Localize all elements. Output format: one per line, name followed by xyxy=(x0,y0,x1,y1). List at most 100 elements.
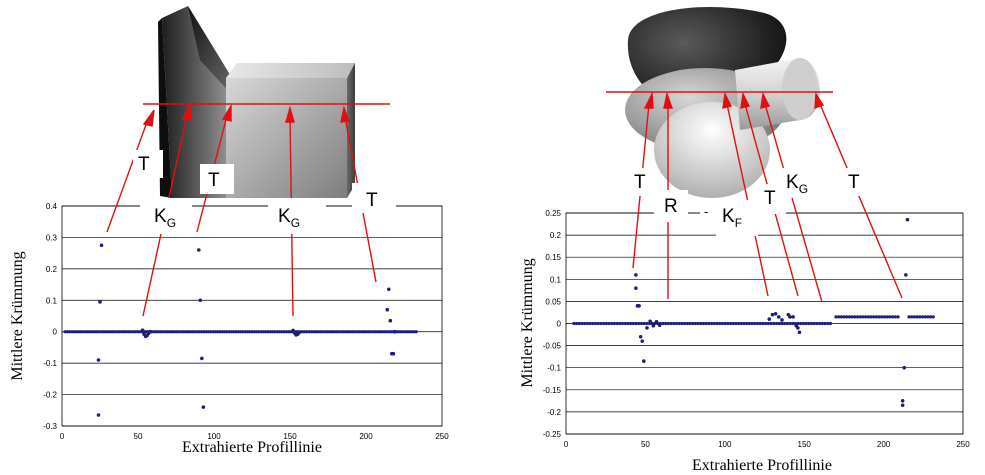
left-data-points xyxy=(63,243,418,417)
data-point xyxy=(704,321,708,326)
data-point xyxy=(769,321,773,326)
data-point xyxy=(300,330,304,334)
data-point xyxy=(891,315,895,319)
data-point xyxy=(818,321,822,326)
x-tick-label: 50 xyxy=(134,432,143,441)
label-bg xyxy=(133,150,163,178)
data-point xyxy=(325,330,329,334)
data-point xyxy=(327,330,332,334)
right-leader-lines xyxy=(632,91,903,303)
data-point xyxy=(588,321,592,326)
x-tick-label: 250 xyxy=(956,440,970,449)
y-tick-label: 0.25 xyxy=(545,209,561,218)
data-point xyxy=(321,330,325,334)
data-point xyxy=(651,323,656,328)
right-gridlines xyxy=(566,212,963,435)
y-tick-label: 0.2 xyxy=(46,265,58,274)
data-point xyxy=(368,330,373,334)
data-point xyxy=(63,330,67,334)
data-point xyxy=(268,330,272,334)
data-point xyxy=(77,330,81,334)
data-point xyxy=(782,321,787,326)
data-point xyxy=(905,217,910,222)
data-point xyxy=(900,399,905,403)
label-bg xyxy=(654,190,688,222)
data-point xyxy=(780,318,784,322)
annotation-label: KF xyxy=(722,206,742,230)
data-point xyxy=(323,330,327,334)
data-point xyxy=(593,321,598,326)
data-point xyxy=(853,315,857,319)
data-point xyxy=(696,321,700,326)
data-point xyxy=(109,330,113,334)
annotation-subscript: G xyxy=(167,216,176,230)
y-tick-label: 0.2 xyxy=(550,231,562,240)
data-point xyxy=(410,330,414,334)
data-point xyxy=(282,330,286,334)
data-point xyxy=(97,330,101,334)
data-point xyxy=(599,321,603,326)
right-x-tick-labels: 0 50 100 150 200 250 xyxy=(564,440,970,449)
x-tick-label: 150 xyxy=(283,432,297,441)
data-point xyxy=(99,330,104,334)
data-point xyxy=(699,321,703,326)
annotation-label: KG xyxy=(154,206,176,230)
data-point xyxy=(672,321,676,326)
data-point xyxy=(874,315,879,319)
data-point xyxy=(791,315,795,319)
data-point xyxy=(211,330,215,334)
data-point xyxy=(797,330,802,335)
data-point xyxy=(177,330,181,334)
x-tick-label: 200 xyxy=(359,432,373,441)
data-point xyxy=(780,321,784,326)
data-point xyxy=(72,330,76,334)
annotation-label: R xyxy=(664,196,678,217)
data-point xyxy=(218,330,222,334)
arrowhead xyxy=(643,91,654,109)
data-point xyxy=(314,330,318,334)
data-point xyxy=(81,330,85,334)
data-point xyxy=(309,330,313,334)
data-point xyxy=(88,330,92,334)
data-point xyxy=(200,330,204,334)
y-tick-label: -0.05 xyxy=(543,342,562,351)
data-point xyxy=(252,330,256,334)
annotation-label: KG xyxy=(786,172,808,196)
right-plot-area: 0.25 0.2 0.15 0.1 0.05 0 -0.05 -0.1 -0.15 -0.2 -0.… xyxy=(543,209,970,449)
data-point xyxy=(774,321,779,326)
data-point xyxy=(648,319,652,324)
data-point xyxy=(414,330,418,334)
data-point xyxy=(918,315,922,319)
data-point xyxy=(726,321,730,326)
data-point xyxy=(572,321,576,326)
data-point xyxy=(693,321,698,326)
arrowhead xyxy=(814,91,825,110)
data-point xyxy=(923,315,927,319)
data-point xyxy=(193,330,197,334)
data-point xyxy=(129,330,133,334)
data-point xyxy=(596,321,600,326)
data-point xyxy=(661,321,665,326)
data-point xyxy=(691,321,695,326)
left-x-axis-title: Extrahierte Profillinie xyxy=(182,439,322,456)
annotation-subscript: G xyxy=(799,182,808,196)
data-point xyxy=(120,330,124,334)
annotation-label: KG xyxy=(278,206,300,230)
data-point xyxy=(166,330,170,334)
left-x-tick-labels: 0 50 100 150 200 250 xyxy=(60,432,449,441)
data-point xyxy=(350,330,354,334)
left-panel: 0.4 0.3 0.2 0.1 0 -0.1 -0.2 -0.3 0 50 100 150 200 25… xyxy=(9,6,449,456)
data-point xyxy=(850,315,854,319)
data-point xyxy=(812,321,816,326)
data-point xyxy=(341,330,345,334)
y-tick-label: -0.3 xyxy=(43,422,57,431)
annotation-main: K xyxy=(278,206,291,227)
data-point xyxy=(332,330,336,334)
data-point xyxy=(396,330,400,334)
data-point xyxy=(195,330,199,334)
data-point xyxy=(669,321,673,326)
data-point xyxy=(152,330,156,334)
arrowhead xyxy=(142,109,155,127)
data-point xyxy=(398,330,402,334)
data-point xyxy=(243,330,247,334)
